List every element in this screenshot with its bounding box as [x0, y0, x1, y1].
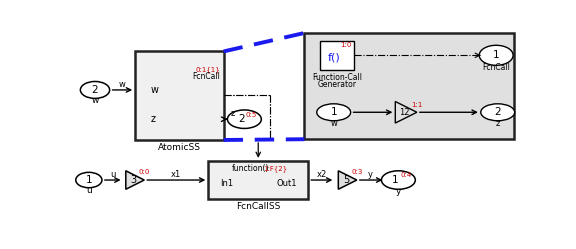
Text: FcnCall: FcnCall	[482, 63, 510, 72]
Bar	[320, 41, 354, 70]
Ellipse shape	[228, 110, 262, 128]
Text: 5: 5	[343, 175, 349, 185]
Bar	[305, 33, 514, 139]
Text: Function-Call: Function-Call	[312, 73, 362, 82]
Text: Generator: Generator	[317, 80, 357, 89]
Text: z: z	[495, 119, 500, 128]
Text: w: w	[119, 80, 126, 89]
Text: 0:4: 0:4	[400, 172, 412, 178]
Text: Out1: Out1	[276, 179, 297, 188]
Text: AtomicSS: AtomicSS	[158, 143, 201, 152]
Text: 0:0: 0:0	[139, 169, 150, 175]
Ellipse shape	[481, 104, 514, 121]
Text: 1:0: 1:0	[340, 42, 351, 48]
Text: w: w	[150, 85, 158, 95]
Text: 0:3: 0:3	[351, 169, 362, 175]
Text: 0:5: 0:5	[246, 112, 257, 118]
Text: f(): f()	[327, 53, 340, 62]
Text: w: w	[92, 96, 98, 105]
Polygon shape	[126, 171, 144, 189]
Ellipse shape	[479, 45, 513, 65]
Text: 2: 2	[238, 114, 245, 124]
Text: FcnCall: FcnCall	[192, 71, 221, 81]
Bar	[135, 52, 223, 140]
Text: 1: 1	[331, 107, 337, 117]
Text: 2: 2	[494, 107, 501, 117]
Text: 2: 2	[92, 85, 98, 95]
Ellipse shape	[76, 172, 102, 188]
Text: 0:1{1}: 0:1{1}	[196, 66, 221, 73]
Text: 1: 1	[493, 50, 499, 60]
Bar	[208, 161, 308, 199]
Text: y: y	[396, 187, 401, 196]
Text: 12: 12	[399, 108, 410, 117]
Polygon shape	[395, 102, 417, 123]
Text: u: u	[110, 170, 115, 179]
Text: x2: x2	[316, 170, 327, 179]
Text: 1:F{2}: 1:F{2}	[263, 165, 287, 172]
Ellipse shape	[381, 171, 415, 189]
Text: z: z	[230, 109, 235, 118]
Text: y: y	[368, 170, 373, 179]
Text: 1: 1	[392, 175, 399, 185]
Text: FcnCallSS: FcnCallSS	[236, 202, 281, 211]
Ellipse shape	[317, 104, 351, 121]
Text: 1:1: 1:1	[411, 102, 423, 108]
Text: z: z	[150, 114, 156, 124]
Text: In1: In1	[219, 179, 233, 188]
Ellipse shape	[81, 81, 109, 98]
Text: u: u	[86, 186, 92, 195]
Text: w: w	[330, 119, 337, 128]
Polygon shape	[338, 171, 357, 189]
Text: 3: 3	[130, 175, 137, 185]
Text: function(): function()	[232, 164, 270, 173]
Text: 1: 1	[85, 175, 92, 185]
Text: x1: x1	[170, 170, 181, 179]
